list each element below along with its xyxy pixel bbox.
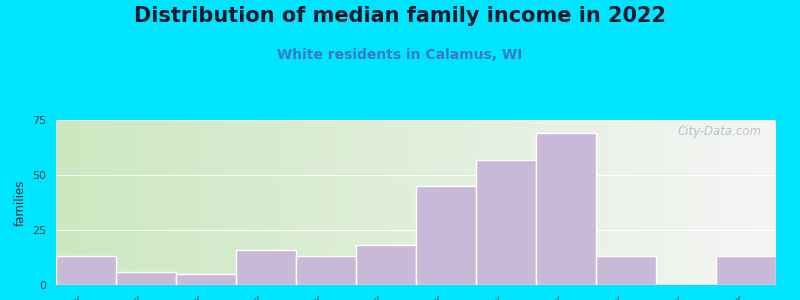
Bar <box>236 250 296 285</box>
Bar <box>176 274 236 285</box>
Bar <box>356 245 416 285</box>
Y-axis label: families: families <box>14 179 26 226</box>
Text: City-Data.com: City-Data.com <box>678 125 762 138</box>
Bar <box>416 186 476 285</box>
Text: White residents in Calamus, WI: White residents in Calamus, WI <box>278 48 522 62</box>
Text: Distribution of median family income in 2022: Distribution of median family income in … <box>134 6 666 26</box>
Bar <box>56 256 116 285</box>
Bar <box>476 160 536 285</box>
Bar <box>116 272 176 285</box>
Bar <box>596 256 656 285</box>
Bar <box>536 133 596 285</box>
Bar <box>716 256 776 285</box>
Bar <box>296 256 356 285</box>
